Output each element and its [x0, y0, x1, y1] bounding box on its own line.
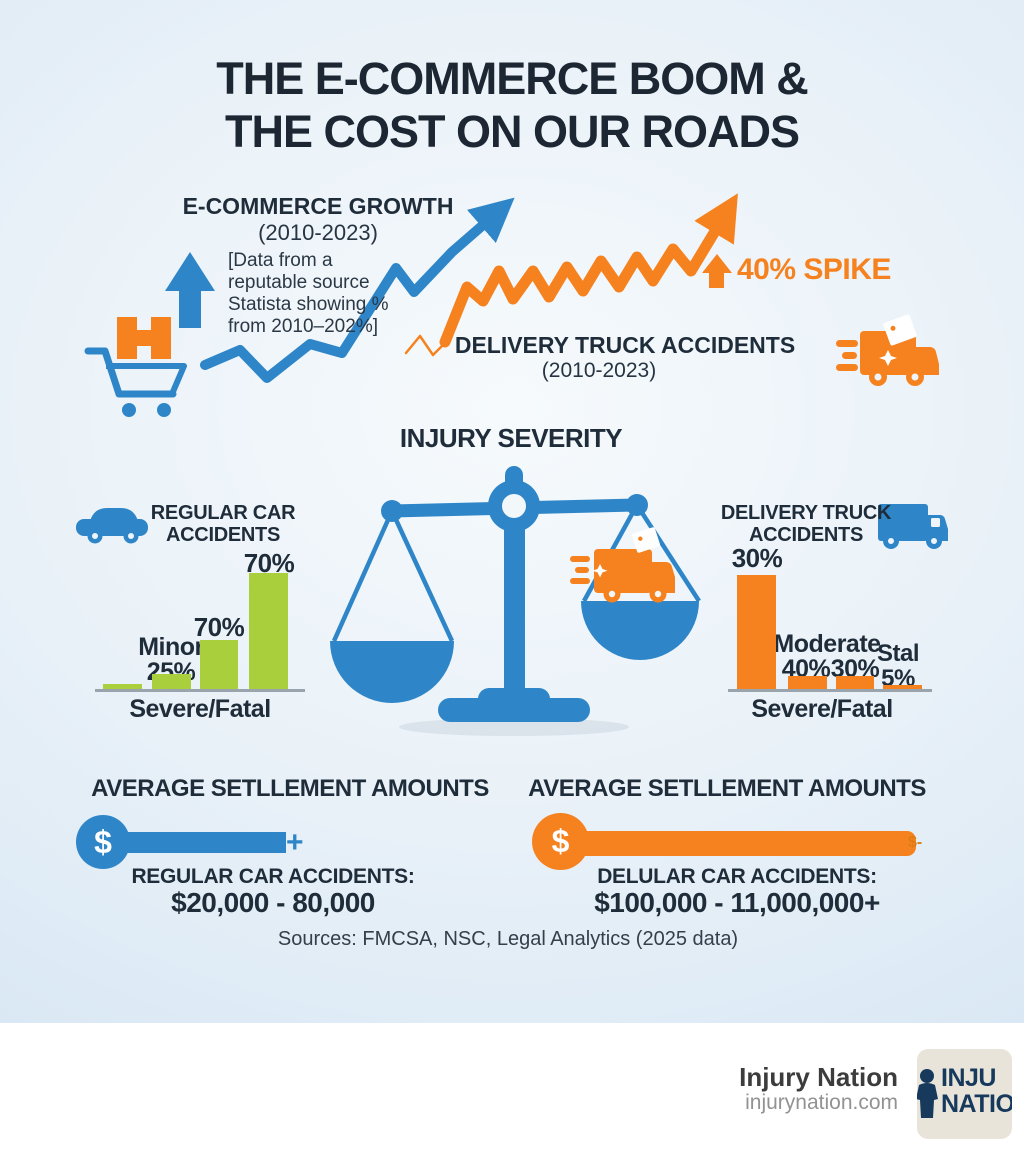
car-bar4 — [249, 573, 288, 690]
settlement-left-label: REGULAR CAR ACCIDENTS: — [131, 865, 415, 888]
settlement-right-amount: $100,000 - 11,000,000+ — [594, 887, 880, 918]
brand-website: injurynation.com — [745, 1091, 898, 1114]
spike-heading: DELIVERY TRUCK ACCIDENTS — [454, 332, 796, 358]
truck-chart-axis-label: Severe/Fatal — [751, 695, 893, 723]
dollar-glyph: $ — [551, 823, 570, 859]
car-chart-title-line2: ACCIDENTS — [166, 524, 280, 546]
truck-bar3 — [836, 676, 874, 690]
growth-heading: E-COMMERCE GROWTH — [182, 193, 454, 219]
settlement-right-heading: AVERAGE SETLLEMENT AMOUNTS — [528, 775, 926, 802]
car-bar2-label: Minor — [138, 633, 204, 661]
spike-label: 40% SPIKE — [737, 253, 891, 286]
car-chart-title-line1: REGULAR CAR — [150, 502, 296, 524]
truck-bar1-value: 30% — [731, 543, 783, 573]
truck-chart-axis — [728, 689, 932, 692]
dollar-coin-icon: $ — [76, 815, 130, 869]
settlement-left-heading: AVERAGE SETLLEMENT AMOUNTS — [91, 775, 489, 802]
settlement-right-label: DELULAR CAR ACCIDENTS: — [597, 865, 877, 888]
logo-person-icon — [917, 1069, 938, 1118]
brand-name: Injury Nation — [739, 1062, 898, 1092]
car-chart-axis-label: Severe/Fatal — [129, 695, 271, 723]
car-bar1 — [103, 684, 142, 690]
car-chart-axis — [95, 689, 305, 692]
logo-text-line1: INJU — [941, 1064, 996, 1092]
truck-bar1 — [737, 575, 776, 690]
car-bar3 — [200, 640, 238, 690]
logo-text-line2: NATIO — [941, 1090, 1012, 1118]
settlement-right-bar — [576, 831, 916, 856]
page-title-line2: THE COST ON OUR ROADS — [224, 106, 800, 157]
truck-bar4-label: Stal — [876, 640, 920, 667]
dollar-glyph: $ — [94, 823, 112, 860]
truck-chart-title-line2: ACCIDENTS — [749, 524, 863, 546]
severity-heading: INJURY SEVERITY — [399, 423, 623, 453]
truck-bar2 — [788, 676, 827, 690]
brand-logo: INJU NATIO — [917, 1049, 1012, 1139]
sources-line: Sources: FMCSA, NSC, Legal Analytics (20… — [277, 928, 739, 950]
growth-note: [Data from a reputable source Statista s… — [228, 250, 389, 337]
page-title-line1: THE E-COMMERCE BOOM & — [216, 53, 809, 104]
truck-bar2-label: Moderate — [773, 630, 881, 658]
spike-period: (2010-2023) — [541, 359, 657, 382]
truck-chart-title-line1: DELIVERY TRUCK — [720, 502, 892, 524]
settlement-left-bar — [118, 832, 286, 853]
car-bar2 — [152, 674, 191, 690]
page-title: THE E-COMMERCE BOOM & THE COST ON OUR RO… — [0, 52, 1024, 158]
settlement-left-bar-end: + — [286, 826, 304, 859]
growth-period: (2010-2023) — [258, 220, 378, 245]
truck-bar4 — [883, 685, 922, 690]
dollar-coin-icon: $ — [532, 813, 589, 870]
footer — [0, 1023, 1024, 1154]
settlement-right-bar-end: $- — [908, 834, 923, 851]
settlement-left-amount: $20,000 - 80,000 — [171, 887, 375, 918]
car-bar3-value: 70% — [193, 612, 245, 642]
